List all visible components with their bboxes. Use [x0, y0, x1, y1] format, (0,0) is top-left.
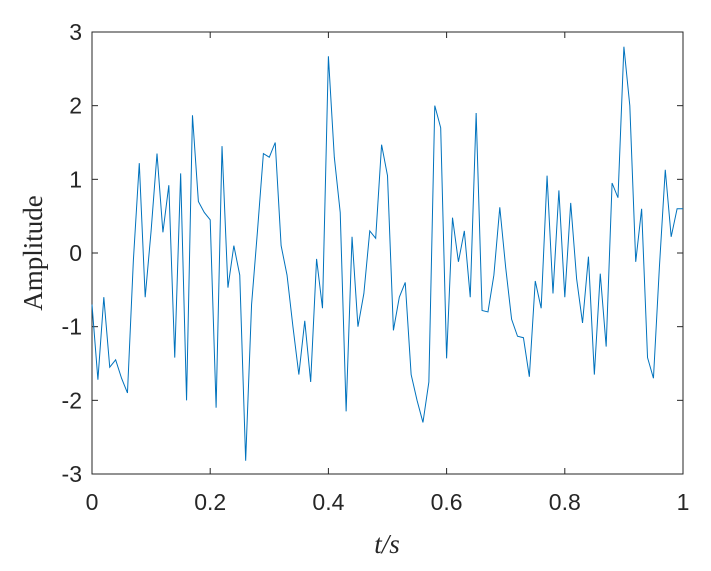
y-tick-label: 3	[69, 19, 82, 45]
data-line	[91, 46, 683, 461]
y-tick-label: 2	[69, 93, 82, 119]
y-tick-label: 1	[69, 166, 82, 192]
x-tick-label: 0.2	[194, 489, 226, 515]
y-axis-label: Amplitude	[18, 195, 48, 311]
x-tick-label: 0.6	[431, 489, 463, 515]
x-tick-label: 1	[677, 489, 690, 515]
y-tick-label: -2	[62, 387, 82, 413]
x-axis-label: t/s	[374, 529, 400, 559]
x-tick-label: 0.4	[312, 489, 344, 515]
x-tick-label: 0.8	[549, 489, 581, 515]
x-tick-label: 0	[86, 489, 99, 515]
plot-area	[91, 31, 684, 475]
y-tick-label: 0	[69, 240, 82, 266]
y-tick-label: -1	[62, 314, 82, 340]
y-tick-label: -3	[62, 461, 82, 487]
